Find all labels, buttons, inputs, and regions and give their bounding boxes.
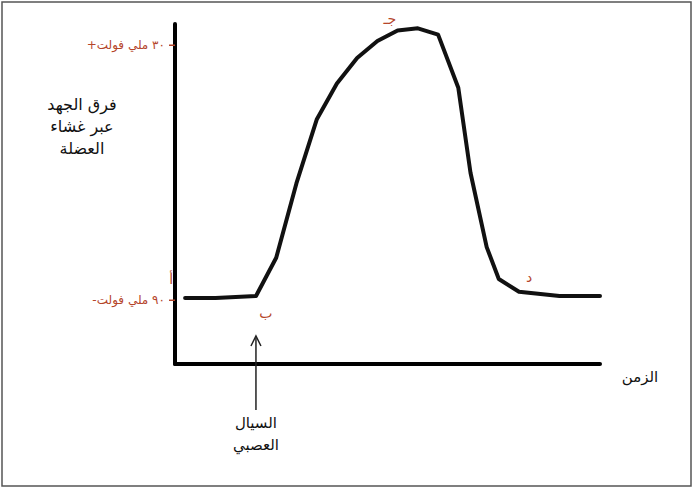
y-axis	[173, 24, 177, 364]
plot-area	[185, 28, 600, 298]
point-label: جـ	[382, 11, 396, 27]
y-axis-title-line: فرق الجهد	[47, 95, 116, 115]
y-axis-title-line: العضلة	[60, 139, 105, 158]
y-tick	[169, 300, 175, 302]
x-axis	[175, 362, 600, 366]
chart: -٩٠ ملي فولت +٣٠ ملي فولت فرق الجهدعبر غشا…	[0, 0, 693, 488]
stimulus-arrow	[255, 338, 257, 410]
arrow-head	[251, 336, 261, 346]
potential-curve	[185, 28, 600, 298]
point-label: ب	[259, 305, 272, 321]
stimulus-label: السيال العصبي	[233, 414, 279, 455]
y-tick-label: +٣٠ ملي فولت	[87, 38, 165, 53]
y-axis-title: فرق الجهدعبر غشاء العضلة	[47, 95, 116, 158]
stimulus-label-line: السيال	[235, 414, 277, 432]
point-label: د	[526, 269, 532, 285]
frame	[2, 2, 691, 486]
y-tick-label: -٩٠ ملي فولت	[92, 293, 165, 308]
x-axis-title: الزمن	[622, 368, 658, 386]
y-tick	[169, 45, 175, 47]
stimulus-label-line: العصبي	[233, 436, 279, 455]
point-label: أ	[169, 270, 173, 287]
y-axis-title-line: عبر غشاء	[50, 117, 113, 137]
